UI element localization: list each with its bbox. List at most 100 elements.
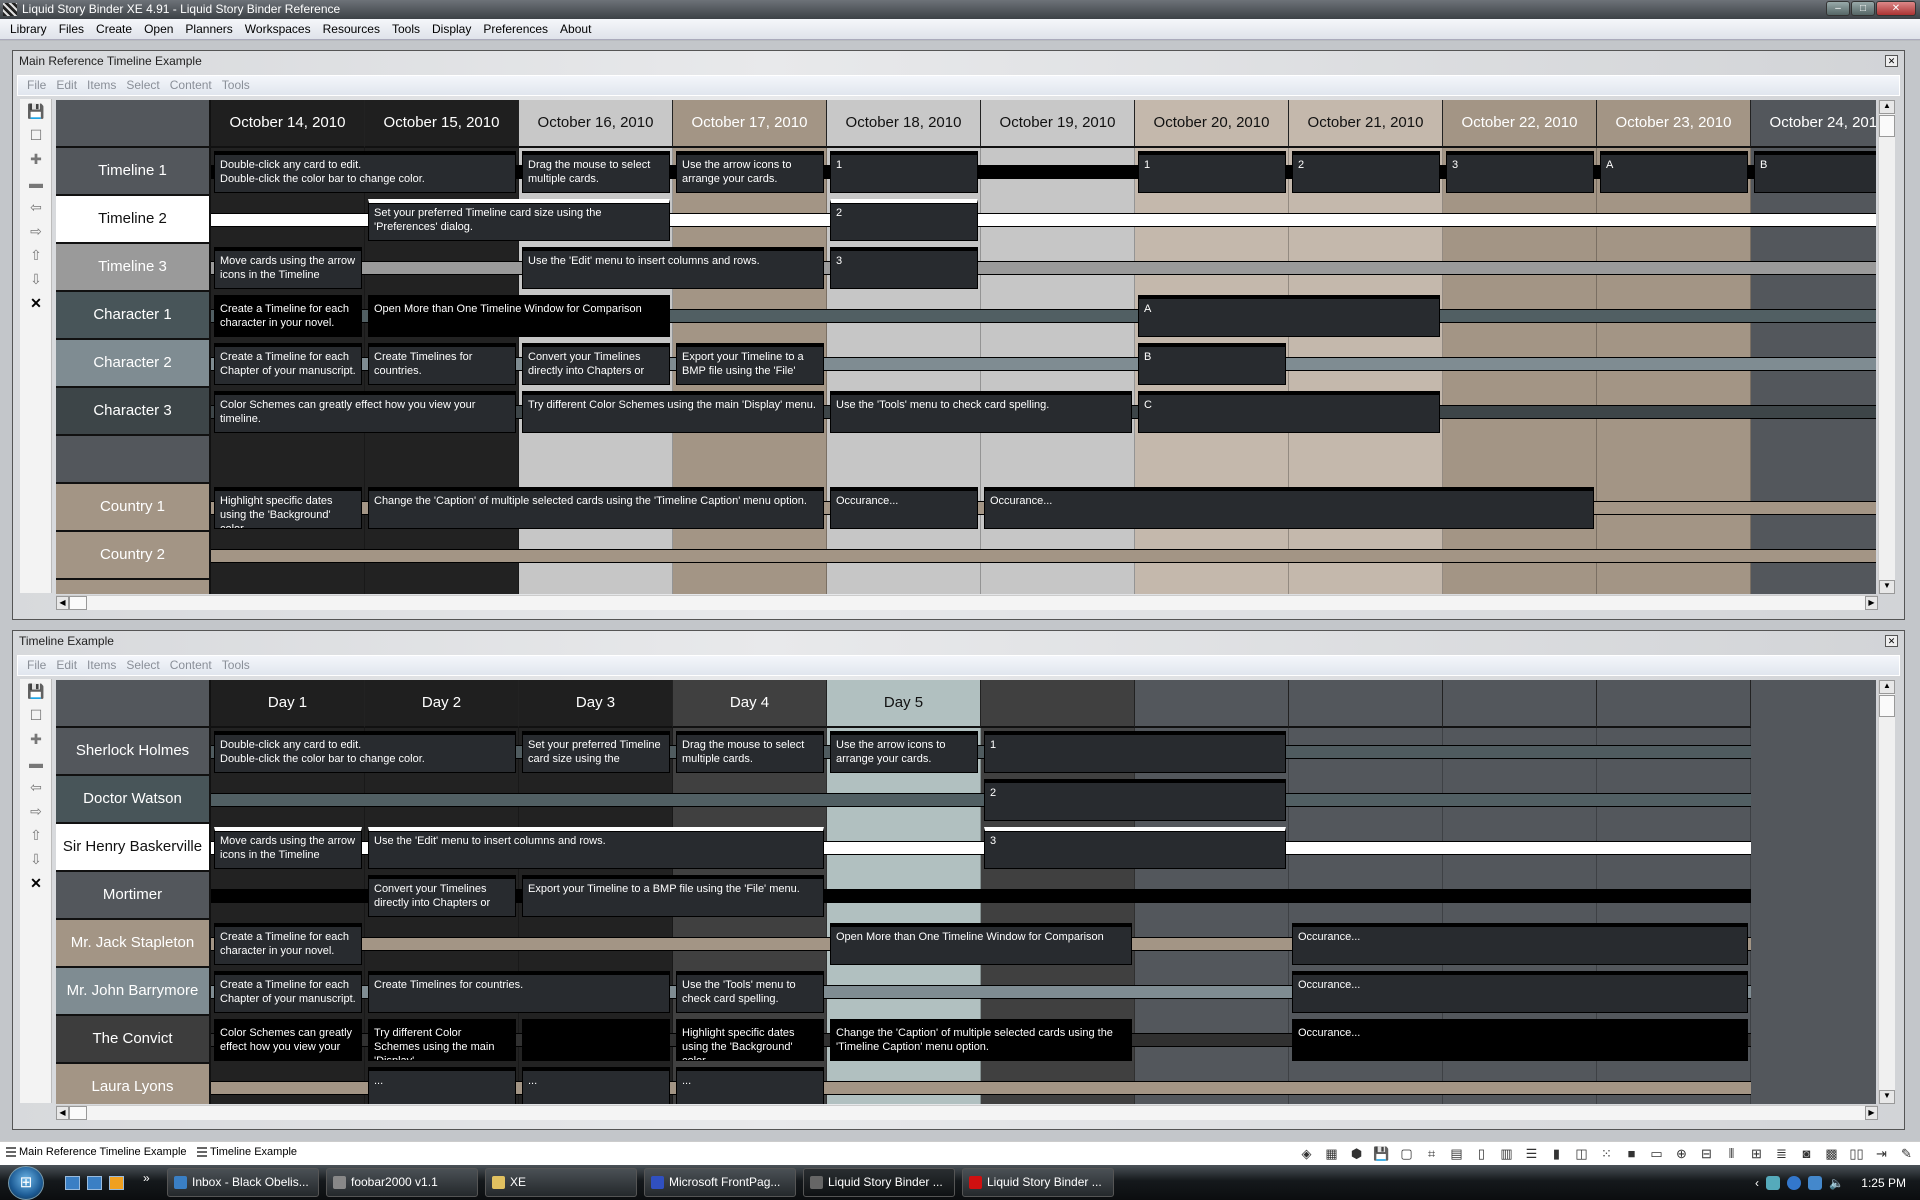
document-tab[interactable]: Main Reference Timeline Example — [6, 1146, 187, 1158]
column-header[interactable] — [1443, 680, 1597, 728]
timeline-card[interactable]: Move cards using the arrow icons in the … — [214, 247, 362, 289]
timeline-card[interactable]: Create Timelines for countries. — [368, 343, 516, 385]
timeline-card[interactable]: Use the arrow icons to arrange your card… — [676, 151, 824, 193]
row-label[interactable]: Mr. Jack Stapleton — [56, 920, 211, 968]
timeline-card[interactable]: Drag the mouse to select multiple cards. — [676, 731, 824, 773]
timeline-card[interactable]: Create a Timeline for each Chapter of yo… — [214, 343, 362, 385]
column-header[interactable] — [1597, 680, 1751, 728]
maximize-button[interactable]: □ — [1851, 1, 1875, 16]
horizontal-scrollbar[interactable]: ◀ ▶ — [56, 595, 1878, 610]
row-label[interactable] — [56, 436, 211, 484]
timeline-card[interactable]: A — [1138, 295, 1440, 337]
taskbar-button[interactable]: Inbox - Black Obelis... — [167, 1168, 319, 1197]
delete-icon[interactable]: ✕ — [30, 874, 42, 891]
square-icon[interactable]: ▢ — [1400, 1146, 1413, 1161]
page-icon[interactable]: ▯ — [1477, 1146, 1486, 1161]
form-icon[interactable]: ▭ — [1650, 1146, 1663, 1161]
volume-icon[interactable]: 🔈 — [1829, 1175, 1844, 1190]
timeline-card[interactable]: B — [1754, 151, 1876, 193]
window-menu-tools[interactable]: Tools — [221, 658, 250, 672]
delete-icon[interactable]: ✕ — [30, 294, 42, 311]
taskbar-button[interactable]: Liquid Story Binder ... — [962, 1168, 1114, 1197]
menu-display[interactable]: Display — [431, 22, 472, 36]
arrow-right-icon[interactable]: ⇨ — [30, 222, 42, 239]
scroll-down-button[interactable]: ▼ — [1879, 1090, 1895, 1104]
remove-row-icon[interactable]: ▬ — [29, 755, 43, 771]
scroll-thumb[interactable] — [1879, 115, 1895, 137]
window-menu-items[interactable]: Items — [87, 658, 117, 672]
column-header[interactable] — [1135, 680, 1289, 728]
network-sync-icon[interactable] — [1766, 1175, 1780, 1190]
row-label[interactable]: Doctor Watson — [56, 776, 211, 824]
timeline-card[interactable]: 2 — [1292, 151, 1440, 193]
timeline-card[interactable]: Occurance... — [1292, 1019, 1748, 1061]
scroll-thumb[interactable] — [69, 596, 87, 610]
row-color-bar[interactable] — [211, 793, 1751, 807]
menu-preferences[interactable]: Preferences — [483, 22, 549, 36]
column-header[interactable]: October 15, 2010 — [365, 100, 519, 148]
arrow-right-icon[interactable]: ⇨ — [30, 802, 42, 819]
remove-row-icon[interactable]: ▬ — [29, 175, 43, 191]
column-header[interactable]: October 24, 2010 — [1751, 100, 1876, 148]
tray-app-icon[interactable] — [1787, 1175, 1801, 1190]
timeline-card[interactable]: 2 — [984, 779, 1286, 821]
column-header[interactable] — [1289, 680, 1443, 728]
menu-resources[interactable]: Resources — [322, 22, 380, 36]
scroll-right-button[interactable]: ▶ — [1865, 1106, 1878, 1120]
timeline-card[interactable]: Change the 'Caption' of multiple selecte… — [368, 487, 824, 529]
storyboard-icon[interactable]: ⊞ — [1751, 1146, 1762, 1161]
media-player-icon[interactable] — [109, 1176, 124, 1190]
taskbar-button[interactable]: Liquid Story Binder ... — [803, 1168, 955, 1197]
scroll-down-button[interactable]: ▼ — [1879, 580, 1895, 594]
document-tab[interactable]: Timeline Example — [197, 1146, 297, 1158]
save-icon[interactable]: 💾 — [27, 682, 45, 699]
rows-icon[interactable]: ≣ — [1776, 1146, 1787, 1161]
arrow-up-icon[interactable]: ⇧ — [30, 246, 42, 263]
timeline-card[interactable]: Convert your Timelines directly into Cha… — [522, 343, 670, 385]
row-label[interactable]: Country 1 — [56, 484, 211, 532]
row-label[interactable]: Timeline 2 — [56, 196, 211, 244]
vertical-scrollbar[interactable]: ▲ ▼ — [1878, 100, 1895, 594]
timeline-card[interactable]: Set your preferred Timeline card size us… — [368, 199, 670, 241]
timeline-card[interactable]: Highlight specific dates using the 'Back… — [676, 1019, 824, 1061]
timeline-card[interactable]: Create a Timeline for each character in … — [214, 295, 362, 337]
timeline-card[interactable]: Open More than One Timeline Window for C… — [368, 295, 670, 337]
timeline-card[interactable]: Use the 'Edit' menu to insert columns an… — [368, 827, 824, 869]
window-menu-content[interactable]: Content — [169, 658, 212, 672]
column-header[interactable]: October 19, 2010 — [981, 100, 1135, 148]
timeline-card[interactable]: Highlight specific dates using the 'Back… — [214, 487, 362, 529]
window-menu-file[interactable]: File — [27, 78, 47, 92]
timeline-card[interactable]: Convert your Timelines directly into Cha… — [368, 875, 516, 917]
timeline-card[interactable]: Change the 'Caption' of multiple selecte… — [830, 1019, 1132, 1061]
timeline-card[interactable]: Use the 'Tools' menu to check card spell… — [830, 391, 1132, 433]
arrow-left-icon[interactable]: ⇦ — [30, 198, 42, 215]
timeline-card[interactable]: Double-click any card to edit. Double-cl… — [214, 731, 516, 773]
timeline-card[interactable]: A — [1600, 151, 1748, 193]
flow-icon[interactable]: ⊕ — [1676, 1146, 1687, 1161]
timeline-card[interactable]: 1 — [830, 151, 978, 193]
row-label[interactable]: Mortimer — [56, 872, 211, 920]
timeline-card[interactable]: Drag the mouse to select multiple cards. — [522, 151, 670, 193]
row-label[interactable] — [56, 580, 211, 594]
add-row-icon[interactable]: ✚ — [30, 150, 42, 167]
row-label[interactable]: Sir Henry Baskerville — [56, 824, 211, 872]
timeline-card[interactable]: C — [1138, 391, 1440, 433]
minimize-button[interactable]: – — [1826, 1, 1850, 16]
list-icon[interactable]: ☰ — [1525, 1146, 1538, 1161]
scroll-left-button[interactable]: ◀ — [56, 596, 69, 610]
taskbar-button[interactable]: Microsoft FrontPag... — [644, 1168, 796, 1197]
menu-about[interactable]: About — [560, 22, 592, 36]
timeline-card[interactable]: Try different Color Schemes using the ma… — [522, 391, 824, 433]
arrow-left-icon[interactable]: ⇦ — [30, 778, 42, 795]
film-icon[interactable]: ▩ — [1825, 1146, 1838, 1161]
timeline-card[interactable]: Use the arrow icons to arrange your card… — [830, 731, 978, 773]
menu-files[interactable]: Files — [58, 22, 85, 36]
show-desktop-icon[interactable] — [65, 1176, 80, 1190]
timeline-card[interactable]: 3 — [984, 827, 1286, 869]
timeline-card[interactable]: Double-click any card to edit. Double-cl… — [214, 151, 516, 193]
timeline-card[interactable]: B — [1138, 343, 1286, 385]
window-menu-file[interactable]: File — [27, 658, 47, 672]
column-header[interactable]: October 20, 2010 — [1135, 100, 1289, 148]
select-icon[interactable]: ⌗ — [1427, 1146, 1436, 1161]
arrow-up-icon[interactable]: ⇧ — [30, 826, 42, 843]
